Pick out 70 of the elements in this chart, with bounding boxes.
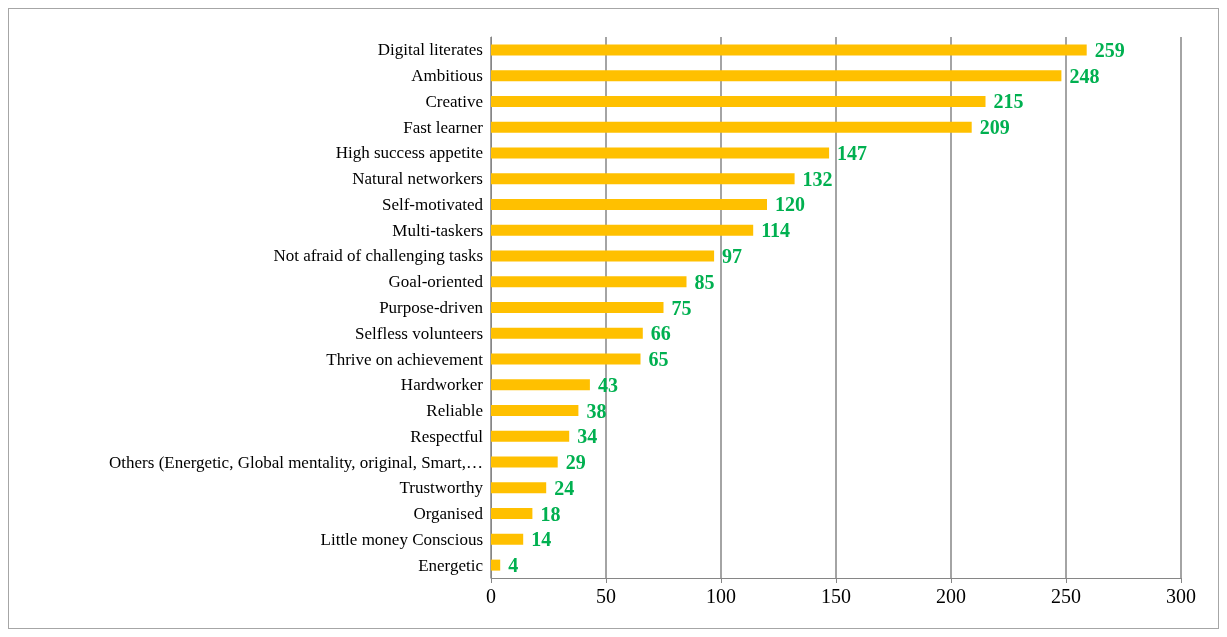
y-tick-label: Creative <box>425 91 483 111</box>
bar <box>491 430 570 442</box>
bar <box>491 44 1087 56</box>
bar <box>491 379 590 391</box>
bar <box>491 327 643 339</box>
data-label: 259 <box>1094 38 1125 61</box>
data-label: 34 <box>577 425 598 448</box>
bar <box>491 533 524 545</box>
data-label: 4 <box>508 554 519 577</box>
data-label: 38 <box>586 399 607 422</box>
y-tick-label: Self-motivated <box>381 194 484 214</box>
bar <box>491 250 715 262</box>
data-label: 43 <box>597 373 618 396</box>
y-tick-label: Little money Conscious <box>320 529 483 549</box>
bar <box>491 198 767 210</box>
y-tick-label: Ambitious <box>411 66 483 86</box>
bar <box>491 302 664 313</box>
bar <box>491 405 579 417</box>
bar <box>491 70 1062 82</box>
data-label: 132 <box>802 167 833 190</box>
data-label: 14 <box>531 528 552 551</box>
x-tick-label: 150 <box>821 585 851 607</box>
bar <box>491 121 972 133</box>
x-tick-label: 50 <box>596 585 616 607</box>
y-tick-label: Natural networkers <box>352 169 483 189</box>
y-tick-label: Respectful <box>410 426 484 446</box>
data-label: 120 <box>775 193 805 216</box>
data-label: 29 <box>565 451 586 474</box>
x-tick-label: 0 <box>486 585 496 607</box>
bar <box>491 482 547 494</box>
data-label: 85 <box>694 270 715 293</box>
bar <box>491 559 501 571</box>
data-label: 75 <box>671 296 692 319</box>
y-tick-label: Fast learner <box>403 117 484 137</box>
x-tick-label: 300 <box>1166 585 1196 607</box>
y-tick-label: Goal-oriented <box>388 272 484 292</box>
y-tick-label: Not afraid of challenging tasks <box>273 246 483 266</box>
y-tick-label: Multi-taskers <box>392 220 483 240</box>
y-tick-label: Reliable <box>426 401 483 421</box>
y-tick-label: Digital literates <box>377 40 483 60</box>
bar <box>491 276 687 288</box>
data-label: 114 <box>761 219 791 242</box>
data-label: 215 <box>993 90 1024 113</box>
bar <box>491 456 558 468</box>
data-label: 97 <box>722 244 743 267</box>
bar <box>491 508 533 520</box>
bar <box>491 147 830 159</box>
bar <box>491 95 986 107</box>
bar <box>491 173 795 185</box>
data-label: 18 <box>540 502 561 525</box>
bar <box>491 353 641 365</box>
y-tick-label: Others (Energetic, Global mentality, original, Smart,… <box>109 452 483 472</box>
y-tick-label: Selfless volunteers <box>355 323 483 343</box>
x-tick-label: 250 <box>1051 585 1081 607</box>
data-label: 209 <box>979 116 1010 139</box>
data-label: 147 <box>837 141 868 164</box>
x-tick-label: 200 <box>936 585 966 607</box>
y-tick-label: Energetic <box>418 555 484 575</box>
data-label: 65 <box>648 348 669 371</box>
data-label: 248 <box>1069 64 1100 87</box>
y-tick-label: Hardworker <box>400 375 484 395</box>
data-label: 66 <box>650 322 671 345</box>
y-tick-label: High success appetite <box>335 143 483 163</box>
y-tick-label: Purpose-driven <box>379 298 484 317</box>
bar <box>491 224 754 236</box>
data-label: 24 <box>554 476 575 499</box>
y-tick-label: Organised <box>413 504 484 524</box>
x-tick-label: 100 <box>706 585 736 607</box>
y-tick-label: Trustworthy <box>399 478 484 498</box>
y-tick-label: Thrive on achievement <box>326 349 484 369</box>
